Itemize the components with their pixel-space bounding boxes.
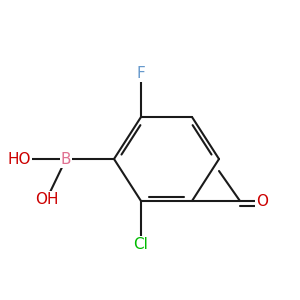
Text: HO: HO bbox=[8, 152, 31, 166]
Text: F: F bbox=[136, 66, 146, 81]
Text: O: O bbox=[256, 194, 268, 208]
Text: OH: OH bbox=[35, 192, 58, 207]
Text: B: B bbox=[61, 152, 71, 166]
Text: Cl: Cl bbox=[134, 237, 148, 252]
